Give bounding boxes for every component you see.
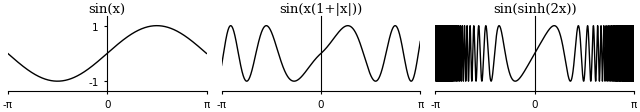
Title: sin(x): sin(x) <box>88 3 125 16</box>
Title: sin(sinh(2x)): sin(sinh(2x)) <box>493 3 577 16</box>
Title: sin(x(1+|x|)): sin(x(1+|x|)) <box>279 3 363 16</box>
